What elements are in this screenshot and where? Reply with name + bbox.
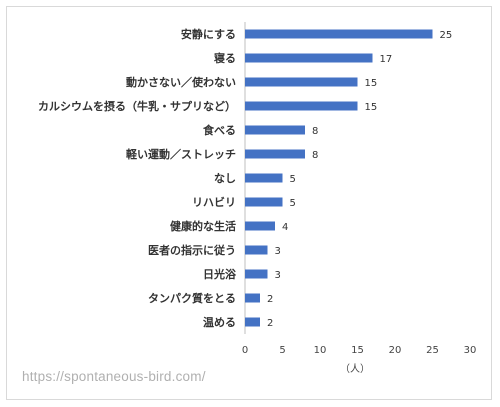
category-label-9: 医者の指示に従う (148, 243, 236, 257)
category-label-3: カルシウムを摂る（牛乳・サプリなど） (38, 99, 236, 113)
value-label-11: 2 (267, 294, 273, 305)
category-label-12: 温める (203, 315, 236, 329)
value-label-9: 3 (275, 246, 281, 257)
value-label-4: 8 (312, 126, 318, 137)
category-label-0: 安静にする (181, 27, 236, 41)
category-label-1: 寝る (214, 51, 236, 65)
value-label-6: 5 (290, 174, 296, 185)
category-label-7: リハビリ (192, 195, 236, 209)
category-label-2: 動かさない／使わない (126, 75, 236, 89)
watermark-url: https://spontaneous-bird.com/ (22, 369, 206, 384)
x-tick-label-6: 30 (464, 345, 477, 356)
bar-4 (245, 125, 305, 135)
bar-10 (245, 269, 268, 279)
value-label-7: 5 (290, 198, 296, 209)
bar-0 (245, 29, 433, 39)
bar-1 (245, 53, 373, 63)
category-label-8: 健康的な生活 (170, 219, 236, 233)
value-label-2: 15 (365, 78, 378, 89)
category-label-11: タンパク質をとる (148, 291, 236, 305)
x-tick-label-3: 15 (351, 345, 364, 356)
value-label-3: 15 (365, 102, 378, 113)
category-label-4: 食べる (203, 123, 236, 137)
bar-11 (245, 293, 260, 303)
value-label-0: 25 (440, 30, 453, 41)
bar-9 (245, 245, 268, 255)
x-tick-label-5: 25 (426, 345, 439, 356)
x-tick-label-0: 0 (242, 345, 248, 356)
x-tick-label-2: 10 (314, 345, 327, 356)
value-label-10: 3 (275, 270, 281, 281)
x-tick-label-4: 20 (389, 345, 402, 356)
value-label-12: 2 (267, 318, 273, 329)
value-label-5: 8 (312, 150, 318, 161)
bar-6 (245, 173, 283, 183)
bar-7 (245, 197, 283, 207)
x-axis-unit-label: （人） (340, 363, 370, 375)
bar-5 (245, 149, 305, 159)
bar-8 (245, 221, 275, 231)
bar-3 (245, 101, 358, 111)
category-label-5: 軽い運動／ストレッチ (126, 147, 236, 161)
category-label-10: 日光浴 (203, 267, 237, 281)
bar-2 (245, 77, 358, 87)
value-label-1: 17 (380, 54, 393, 65)
category-label-6: なし (214, 172, 236, 185)
bar-12 (245, 317, 260, 327)
x-tick-label-1: 5 (279, 345, 285, 356)
value-label-8: 4 (282, 222, 288, 233)
